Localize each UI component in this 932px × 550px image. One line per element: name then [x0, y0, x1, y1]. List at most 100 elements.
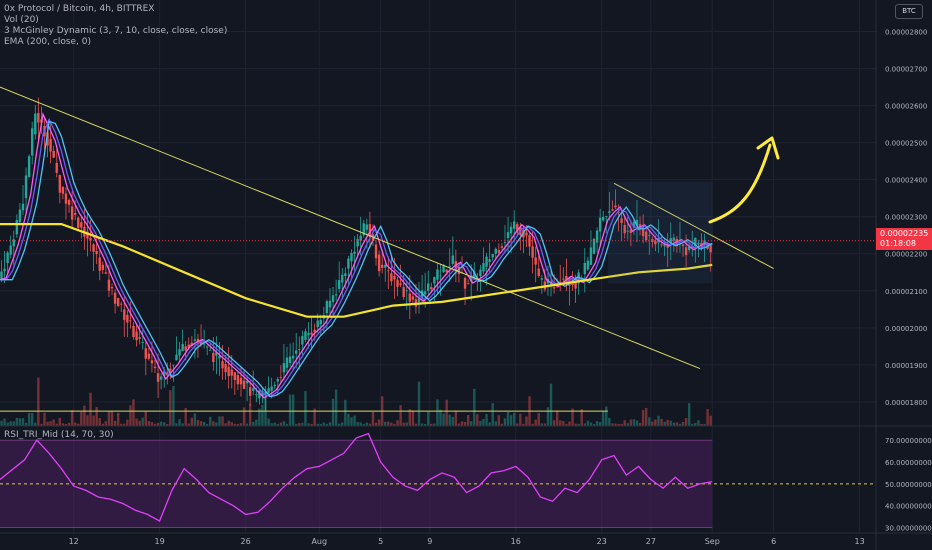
candle-body [31, 128, 34, 156]
volume-bar [399, 405, 402, 426]
volume-bar [522, 423, 525, 426]
price-plot[interactable] [0, 86, 876, 412]
candle-body [506, 232, 510, 239]
volume-bar [617, 423, 620, 426]
candle-body [586, 260, 590, 270]
rsi-indicator-label[interactable]: RSI_TRI_Mid (14, 70, 30) [4, 430, 114, 440]
volume-bar [562, 421, 565, 426]
rsi-line[interactable] [0, 432, 713, 522]
volume-bar [288, 394, 292, 426]
candle-body [439, 275, 442, 277]
candle-body [129, 320, 132, 322]
volume-bar [614, 423, 617, 426]
candle-body [491, 253, 494, 258]
candle-body [132, 325, 135, 338]
volume-bar [638, 422, 642, 426]
candle-body [463, 277, 467, 289]
candle-body [396, 279, 399, 287]
candle-body [473, 271, 476, 280]
symbol-title[interactable]: 0x Protocol / Bitcoin, 4h, BITTREX [4, 4, 155, 14]
candle-body [344, 273, 347, 276]
current-price-badge: 0.00002235 01:18:08 [876, 228, 932, 250]
volume-bar [672, 422, 676, 426]
candle-body [298, 349, 301, 350]
candle-body [479, 269, 482, 276]
volume-bar [546, 407, 550, 426]
candle-body [411, 296, 415, 300]
candle-body [288, 356, 292, 364]
volume-bar [608, 417, 611, 426]
volume-bar [485, 414, 488, 426]
y-tick-label: 0.00001900 [885, 362, 927, 370]
candle-body [338, 280, 341, 289]
currency-tag[interactable]: BTC [895, 4, 923, 19]
volume-bar [448, 414, 451, 426]
candle-body [552, 287, 556, 289]
volume-bar [387, 421, 390, 426]
volume-bar [359, 422, 362, 426]
volume-bar [549, 383, 553, 426]
volume-bar [12, 421, 15, 426]
volume-bar [350, 417, 353, 426]
trendline-2[interactable] [613, 182, 774, 270]
candle-body [362, 223, 365, 236]
candle-body [405, 290, 408, 292]
ema-200-line[interactable] [0, 223, 713, 318]
volume-bar [43, 412, 46, 426]
candle-body [37, 112, 40, 123]
volume-bar [678, 423, 682, 426]
candle-body [632, 221, 636, 228]
candle-body [448, 265, 451, 267]
candle-body [58, 175, 62, 193]
y-tick-label: 0.00001800 [885, 399, 927, 407]
volume-bar [565, 423, 568, 426]
candle-body [135, 331, 138, 341]
candle-body [163, 371, 166, 376]
volume-bar [279, 422, 283, 426]
candle-body [205, 346, 209, 348]
candle-body [248, 387, 252, 396]
candle-body [64, 193, 68, 204]
volume-bar [15, 417, 19, 426]
candle-body [359, 235, 362, 241]
volume-bar [534, 419, 537, 426]
candle-body [451, 255, 454, 264]
candle-body [236, 375, 240, 385]
volume-bar [163, 422, 166, 426]
ema-indicator-label[interactable]: EMA (200, close, 0) [4, 37, 92, 47]
volume-bar [408, 409, 412, 426]
volume-bar [101, 423, 105, 426]
volume-bar [40, 423, 43, 426]
volume-bar [700, 423, 703, 426]
candle-body [580, 278, 583, 280]
candle-body [24, 175, 28, 199]
volume-indicator-label[interactable]: Vol (20) [4, 15, 39, 25]
mcginley-indicator-label[interactable]: 3 McGinley Dynamic (3, 7, 10, close, clo… [4, 26, 228, 36]
volume-bar [135, 418, 138, 426]
candle-body [672, 237, 676, 241]
candle-body [528, 235, 531, 247]
volume-bar [540, 423, 544, 426]
candle-body [399, 283, 402, 286]
volume-bar [209, 416, 212, 426]
candle-body [86, 231, 89, 239]
candle-body [423, 291, 427, 295]
candle-body [295, 350, 298, 354]
candle-body [141, 342, 144, 343]
candle-body [261, 391, 264, 397]
candle-body [353, 251, 356, 254]
volume-bar [227, 420, 230, 426]
candle-body [138, 337, 141, 339]
candle-body [310, 332, 313, 335]
volume-bar [694, 423, 697, 426]
trendline-1[interactable] [0, 86, 701, 370]
x-tick-label: 5 [378, 537, 383, 546]
volume-bar [107, 411, 111, 426]
candle-body [116, 298, 120, 307]
volume-bar [258, 408, 261, 426]
candle-body [608, 211, 611, 213]
candle-body [537, 268, 540, 276]
candle-body [150, 360, 154, 364]
rsi-plot[interactable] [0, 432, 713, 522]
